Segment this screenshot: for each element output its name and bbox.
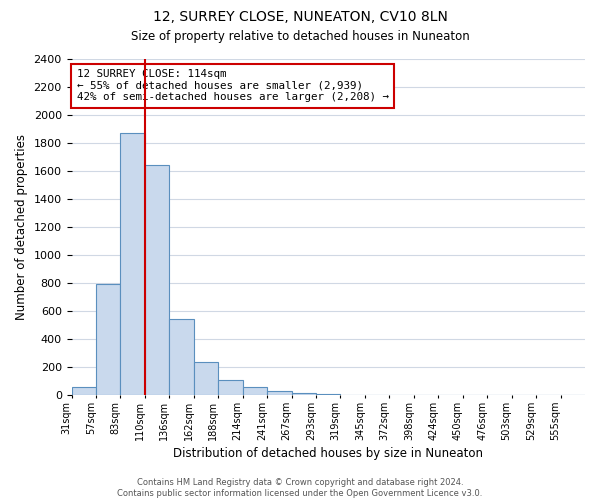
Text: Contains HM Land Registry data © Crown copyright and database right 2024.
Contai: Contains HM Land Registry data © Crown c…: [118, 478, 482, 498]
Text: Size of property relative to detached houses in Nuneaton: Size of property relative to detached ho…: [131, 30, 469, 43]
Y-axis label: Number of detached properties: Number of detached properties: [15, 134, 28, 320]
Bar: [218, 380, 242, 395]
Bar: [242, 388, 267, 395]
Bar: [267, 391, 292, 395]
Bar: [316, 394, 340, 395]
Bar: [145, 166, 169, 395]
Bar: [194, 362, 218, 395]
Bar: [121, 133, 145, 395]
Bar: [169, 320, 194, 395]
Bar: [96, 284, 121, 395]
Text: 12 SURREY CLOSE: 114sqm
← 55% of detached houses are smaller (2,939)
42% of semi: 12 SURREY CLOSE: 114sqm ← 55% of detache…: [77, 69, 389, 102]
Bar: [292, 393, 316, 395]
X-axis label: Distribution of detached houses by size in Nuneaton: Distribution of detached houses by size …: [173, 447, 483, 460]
Text: 12, SURREY CLOSE, NUNEATON, CV10 8LN: 12, SURREY CLOSE, NUNEATON, CV10 8LN: [152, 10, 448, 24]
Bar: [71, 388, 96, 395]
